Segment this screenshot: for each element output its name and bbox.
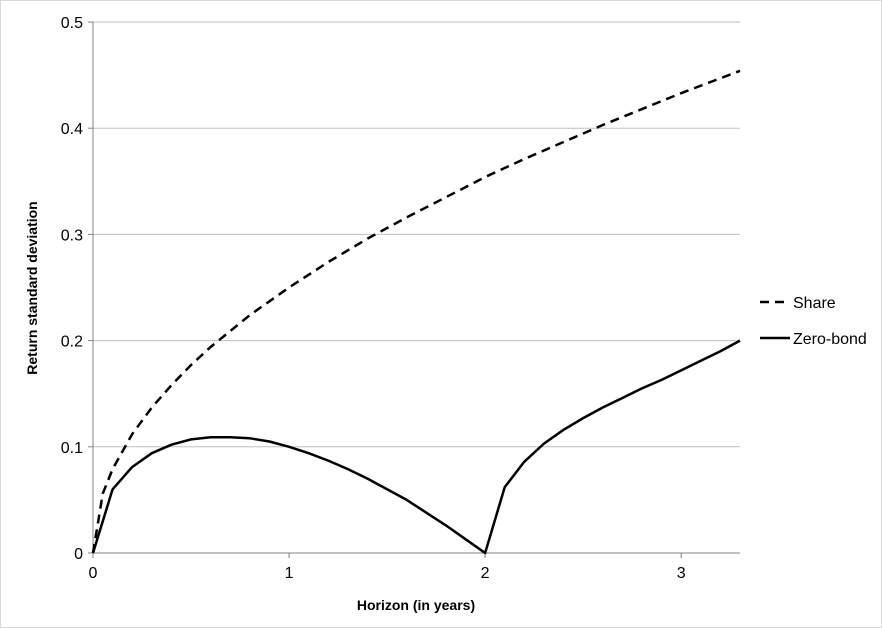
legend-label-share: Share xyxy=(793,295,836,312)
y-tick-label-3: 0.3 xyxy=(61,227,83,244)
legend-label-zero-bond: Zero-bond xyxy=(793,331,867,348)
y-tick-label-0: 0 xyxy=(74,546,83,563)
series-line-share xyxy=(91,69,741,554)
x-tick-label-0: 0 xyxy=(89,565,98,582)
y-tick-label-1: 0.1 xyxy=(61,440,83,457)
x-axis-title: Horizon (in years) xyxy=(357,597,475,613)
series-line-zero-bond xyxy=(91,339,741,555)
x-tick-label-1: 1 xyxy=(285,565,294,582)
y-tick-label-2: 0.2 xyxy=(61,334,83,351)
gridlines xyxy=(93,21,740,448)
y-tick-label-5: 0.5 xyxy=(61,15,83,32)
legend: Share Zero-bond xyxy=(760,295,867,348)
axes xyxy=(88,21,740,558)
y-axis-title: Return standard deviation xyxy=(24,201,40,374)
y-tick-label-4: 0.4 xyxy=(61,121,83,138)
tick-labels: 0 0.1 0.2 0.3 0.4 0.5 0 1 2 3 xyxy=(61,15,686,582)
series-lines xyxy=(91,69,741,555)
x-tick-label-2: 2 xyxy=(481,565,490,582)
x-tick-label-3: 3 xyxy=(677,565,686,582)
